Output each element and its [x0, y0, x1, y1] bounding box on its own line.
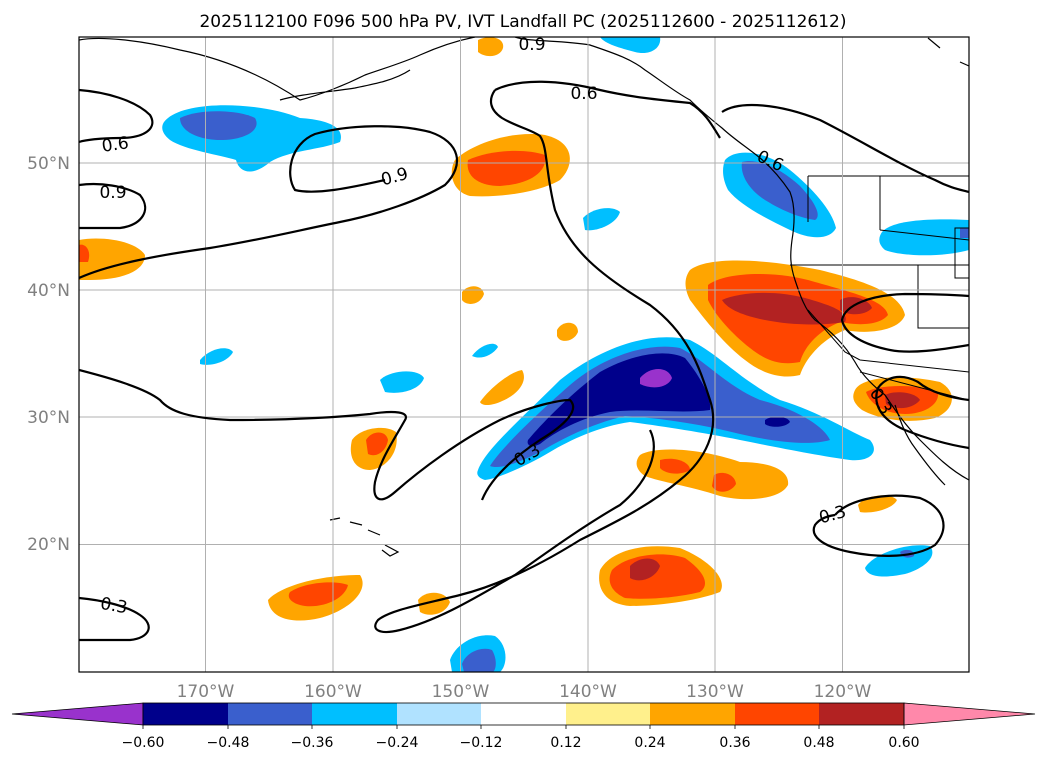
colorbar-tick-label: 0.24 [634, 735, 665, 751]
colorbar-tick-label: −0.60 [122, 735, 165, 751]
lon-label-170w: 170°W [177, 682, 235, 702]
colorbar-tick-label: −0.36 [291, 735, 334, 751]
lat-label-40n: 40°N [27, 281, 70, 301]
longitude-labels: 170°W 160°W 150°W 140°W 130°W 120°W [177, 682, 872, 702]
lon-label-160w: 160°W [304, 682, 362, 702]
colorbar-tick-label: 0.60 [888, 735, 919, 751]
colorbar-extend-low [11, 702, 144, 726]
colorbar-tick-label: 0.12 [550, 735, 581, 751]
lat-label-20n: 20°N [27, 535, 70, 555]
colorbar-segment [819, 703, 904, 725]
colorbar-segment [481, 703, 566, 725]
colorbar-tick-label: 0.48 [803, 735, 834, 751]
colorbar-extend-high [903, 702, 1036, 726]
lon-label-130w: 130°W [686, 682, 744, 702]
map-title: 2025112100 F096 500 hPa PV, IVT Landfall… [199, 12, 846, 32]
colorbar-frame [142, 702, 905, 726]
lat-label-30n: 30°N [27, 408, 70, 428]
colorbar-segment [566, 703, 650, 725]
lon-label-120w: 120°W [814, 682, 872, 702]
contour-label: 0.9 [518, 35, 545, 55]
lon-label-140w: 140°W [559, 682, 617, 702]
colorbar-segment [143, 703, 228, 725]
colorbar-tick-label: −0.24 [376, 735, 419, 751]
contour-label: 0.6 [101, 133, 131, 157]
colorbar-tick-label: −0.12 [460, 735, 503, 751]
lon-label-150w: 150°W [432, 682, 490, 702]
contour-label: 0.9 [99, 183, 126, 203]
negative-core-northwest [180, 111, 257, 140]
pv-shading [79, 37, 969, 672]
colorbar-tick-label: 0.36 [719, 735, 750, 751]
contour-label: 0.6 [570, 84, 597, 104]
map-panel: 0.9 0.6 0.6 0.9 0.9 0.6 0.3 0.3 0.3 0.3 [78, 35, 970, 673]
colorbar-tick-label: −0.48 [207, 735, 250, 751]
colorbar-segment [228, 703, 312, 725]
colorbar: −0.60 −0.48 −0.36 −0.24 −0.12 0.12 0.24 … [11, 702, 1036, 751]
colorbar-segment [650, 703, 735, 725]
coastlines [79, 37, 969, 557]
positive-anomaly-west-edge [79, 238, 145, 280]
colorbar-segment [735, 703, 819, 725]
latitude-labels: 50°N 40°N 30°N 20°N [27, 154, 70, 555]
colorbar-segment [397, 703, 481, 725]
positive-core-north-central [467, 150, 546, 186]
gridlines [79, 37, 969, 672]
ivt-contours [79, 80, 969, 642]
lat-label-50n: 50°N [27, 154, 70, 174]
contour-label: 0.3 [99, 594, 129, 618]
map-frame [78, 36, 970, 673]
colorbar-segment [312, 703, 397, 725]
